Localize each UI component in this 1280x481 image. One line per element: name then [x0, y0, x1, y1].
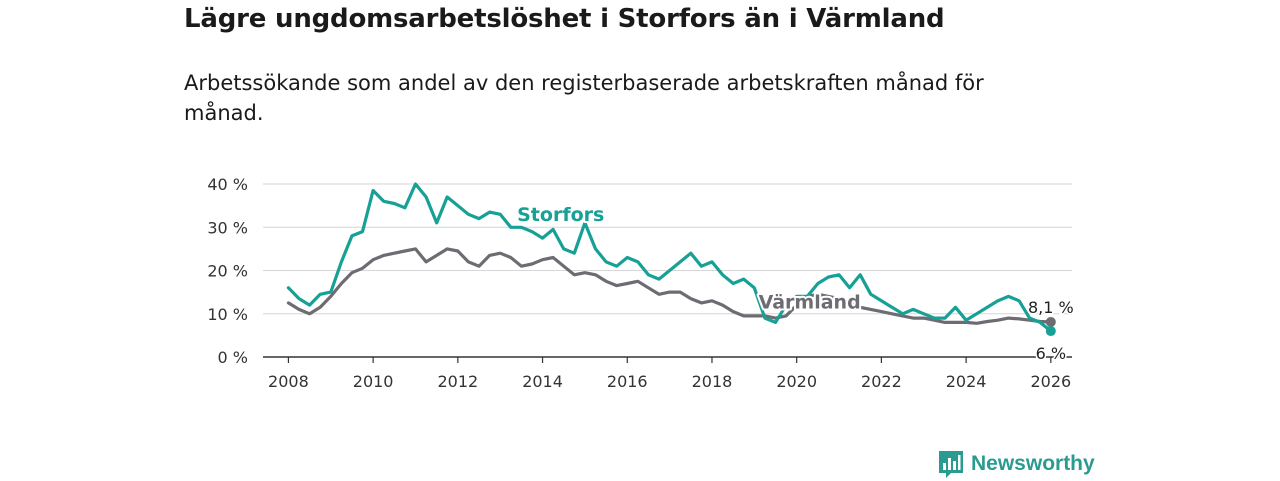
series-layer	[286, 182, 1056, 337]
x-tick-label: 2008	[268, 372, 309, 391]
y-tick-label: 0 %	[218, 348, 248, 367]
y-tick-label: 10 %	[207, 305, 248, 324]
x-tick-label: 2024	[946, 372, 987, 391]
x-tick-label: 2026	[1030, 372, 1071, 391]
newsworthy-bar-icon	[939, 451, 963, 478]
series-line-storfors	[286, 182, 1053, 333]
newsworthy-logo[interactable]: Newsworthy	[937, 447, 1095, 481]
y-tick-label: 40 %	[207, 175, 248, 194]
chart-subtitle: Arbetssökande som andel av den registerb…	[184, 71, 984, 125]
end-value-label-storfors: 6 %	[1036, 344, 1066, 363]
end-value-label-värmland: 8,1 %	[1028, 298, 1074, 317]
series-labels: Värmland Storfors 8,1 % 6 %	[515, 202, 1075, 365]
y-axis-tick-labels: 0 % 10 % 20 % 30 % 40 %	[207, 175, 248, 367]
end-point-storfors	[1045, 326, 1056, 337]
series-label-värmland: Värmland	[759, 292, 861, 314]
y-tick-label: 30 %	[207, 218, 248, 237]
gridlines	[263, 183, 1072, 315]
y-tick-label: 20 %	[207, 262, 248, 281]
x-axis: 2008 2010 2012 2014 2016 2018 2020 2022 2024 2026	[263, 356, 1072, 391]
x-tick-label: 2016	[607, 372, 648, 391]
series-line-värmland	[286, 247, 1053, 325]
x-tick-label: 2010	[353, 372, 394, 391]
chart-title: Lägre ungdomsarbetslöshet i Storfors än …	[184, 4, 945, 34]
x-tick-label: 2012	[437, 372, 478, 391]
series-label-storfors: Storfors	[517, 204, 604, 226]
brand-name: Newsworthy	[971, 452, 1095, 475]
x-tick-label: 2018	[692, 372, 733, 391]
end-point-värmland	[1045, 316, 1056, 327]
x-tick-label: 2020	[776, 372, 817, 391]
x-tick-label: 2022	[861, 372, 902, 391]
x-tick-label: 2014	[522, 372, 563, 391]
